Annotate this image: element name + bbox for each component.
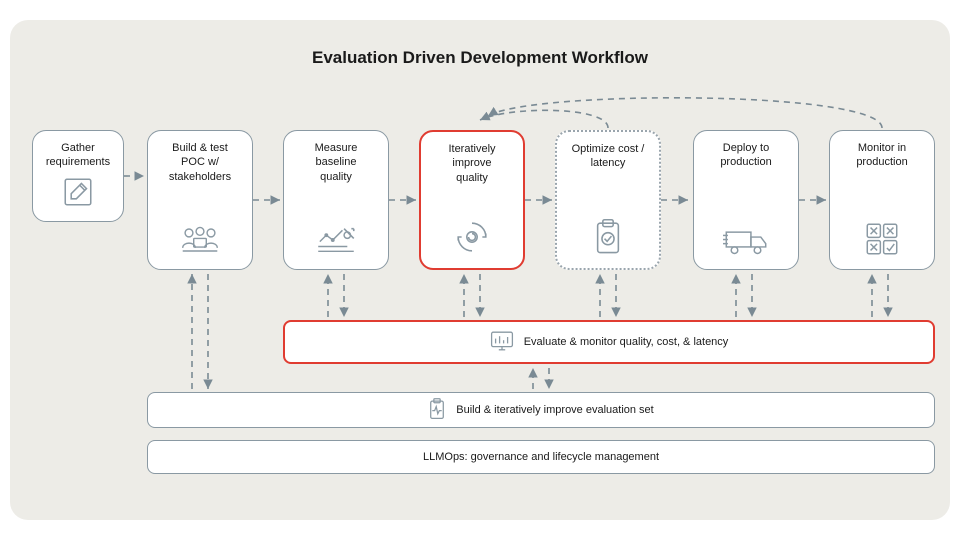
node-label: Monitor inproduction: [856, 141, 907, 170]
diagram-title: Evaluation Driven Development Workflow: [10, 48, 950, 68]
node-label: Build & testPOC w/stakeholders: [169, 141, 231, 184]
bar-label: Build & iteratively improve evaluation s…: [456, 404, 653, 416]
node-label: Deploy toproduction: [720, 141, 771, 170]
bar-llmops: LLMOps: governance and lifecycle managem…: [147, 440, 935, 474]
grid-check-icon: [864, 221, 900, 257]
bar-label: Evaluate & monitor quality, cost, & late…: [524, 336, 729, 348]
clipboard-pulse-icon: [428, 398, 446, 423]
node-optimize-cost: Optimize cost /latency: [555, 130, 661, 270]
pencil-square-icon: [61, 175, 95, 209]
clipboard-check-icon: [592, 218, 624, 256]
node-deploy-production: Deploy toproduction: [693, 130, 799, 270]
monitor-chart-icon: [490, 330, 514, 355]
team-icon: [178, 223, 222, 257]
chart-arrow-icon: [315, 223, 357, 257]
bar-evaluate-monitor: Evaluate & monitor quality, cost, & late…: [283, 320, 935, 364]
bar-build-evaluation-set: Build & iteratively improve evaluation s…: [147, 392, 935, 428]
node-monitor-production: Monitor inproduction: [829, 130, 935, 270]
truck-icon: [723, 227, 769, 257]
node-label: Iterativelyimprovequality: [448, 142, 495, 185]
node-label: Measurebaselinequality: [315, 141, 358, 184]
node-measure-baseline: Measurebaselinequality: [283, 130, 389, 270]
node-build-test-poc: Build & testPOC w/stakeholders: [147, 130, 253, 270]
bar-label: LLMOps: governance and lifecycle managem…: [423, 451, 659, 463]
node-iterate-quality: Iterativelyimprovequality: [419, 130, 525, 270]
node-gather-requirements: Gatherrequirements: [32, 130, 124, 222]
refresh-cycle-icon: [453, 218, 491, 256]
node-label: Gatherrequirements: [46, 141, 110, 170]
workflow-canvas: Evaluation Driven Development Workflow: [10, 20, 950, 520]
node-label: Optimize cost /latency: [572, 142, 645, 171]
